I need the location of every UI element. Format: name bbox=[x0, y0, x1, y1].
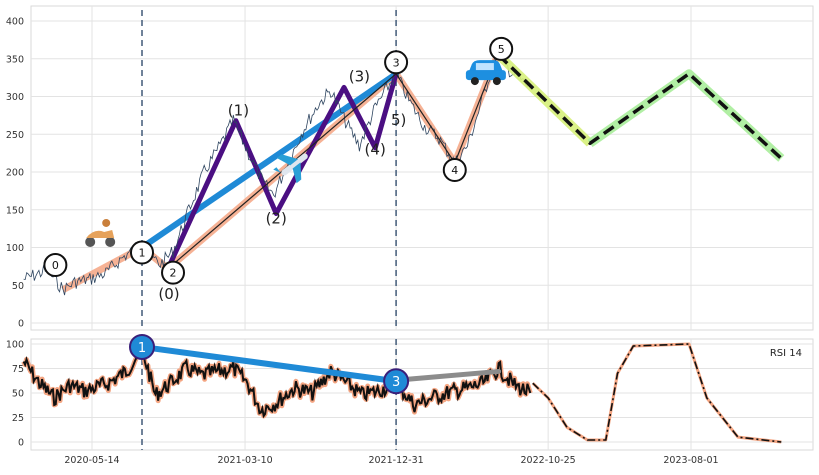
x-tick-label: 2022-10-25 bbox=[521, 455, 576, 466]
scooter-rider bbox=[102, 218, 111, 227]
airplane-tail bbox=[273, 167, 281, 173]
subwave-label: (3) bbox=[349, 67, 370, 85]
wave-label: 2 bbox=[170, 267, 177, 280]
wave-label: 1 bbox=[139, 247, 146, 260]
price-y-tick-label: 200 bbox=[6, 168, 24, 179]
airplane-wings bbox=[276, 154, 302, 184]
price-y-tick-label: 250 bbox=[6, 130, 24, 141]
x-tick-label: 2021-12-31 bbox=[368, 455, 423, 466]
x-tick-label: 2020-05-14 bbox=[64, 455, 119, 466]
subwave-purple bbox=[165, 73, 399, 270]
subwave-label: 5) bbox=[391, 111, 406, 129]
price-y-tick-label: 350 bbox=[6, 54, 24, 65]
car-wheel bbox=[470, 77, 479, 86]
wave-label-circle bbox=[384, 50, 409, 75]
projection-line bbox=[497, 53, 783, 160]
rsi-label-circle bbox=[129, 333, 156, 360]
scooter-wheel bbox=[85, 236, 96, 247]
rsi-projection bbox=[532, 343, 782, 443]
price-y-tick-label: 150 bbox=[6, 205, 24, 216]
rsi-label-circle bbox=[383, 368, 410, 395]
price-y-axis: 0 50 100 150 200 250 300 350 400 bbox=[6, 17, 24, 330]
rsi-label: 1 bbox=[138, 341, 146, 356]
rsi-y-tick-label: 50 bbox=[12, 389, 24, 400]
rsi-marks: 13 bbox=[21, 333, 782, 450]
rsi-y-axis: 0 25 50 75 100 bbox=[6, 340, 24, 449]
car-window bbox=[475, 63, 494, 71]
x-axis: 2020-05-14 2021-03-10 2021-12-31 2022-10-25… bbox=[64, 455, 718, 466]
price-grid bbox=[31, 6, 813, 330]
price-series bbox=[23, 46, 531, 296]
rsi-divergence-gray bbox=[393, 368, 502, 383]
price-y-tick-label: 100 bbox=[6, 243, 24, 254]
subwave-label: (1) bbox=[228, 101, 249, 119]
rsi-y-tick-label: 75 bbox=[12, 364, 24, 375]
price-y-tick-label: 50 bbox=[12, 281, 24, 292]
price-y-tick-label: 300 bbox=[6, 92, 24, 103]
price-marks: 0 1 2 3 4 5 (0) (1) (2) (3) (4) 5) bbox=[23, 10, 785, 330]
rsi-y-tick-label: 25 bbox=[12, 413, 24, 424]
wave-label-circle bbox=[489, 36, 514, 61]
airplane-body bbox=[281, 153, 308, 176]
wave-label-circle bbox=[442, 158, 467, 182]
wave-label: 3 bbox=[393, 56, 400, 69]
rsi-series bbox=[22, 343, 532, 419]
scooter-wheel bbox=[105, 236, 116, 247]
rsi-legend: RSI 14 bbox=[770, 348, 802, 359]
airplane-icon bbox=[273, 153, 308, 184]
subwave-label: (0) bbox=[158, 285, 179, 303]
wave-label: 0 bbox=[52, 259, 59, 272]
price-panel-frame bbox=[30, 5, 814, 331]
price-y-tick-label: 400 bbox=[6, 17, 24, 28]
subwave-label: (4) bbox=[365, 141, 386, 159]
wave-label-circle bbox=[130, 240, 155, 265]
wave-label-circle bbox=[161, 260, 186, 285]
subwave-label: (2) bbox=[266, 209, 287, 227]
wave-label: 5 bbox=[498, 43, 505, 56]
rsi-divergence-blue bbox=[139, 343, 400, 385]
wave-label-circle bbox=[43, 253, 68, 278]
scooter-body bbox=[86, 229, 115, 238]
x-tick-label: 2021-03-10 bbox=[217, 455, 272, 466]
scooter-icon bbox=[85, 218, 116, 247]
rsi-y-tick-label: 0 bbox=[18, 438, 24, 449]
price-y-tick-label: 0 bbox=[18, 319, 24, 330]
wave-label: 4 bbox=[451, 164, 458, 177]
car-icon bbox=[465, 60, 506, 86]
car-wheel bbox=[492, 77, 501, 86]
rsi-label: 3 bbox=[392, 375, 400, 390]
rsi-y-tick-label: 100 bbox=[6, 340, 24, 351]
x-tick-label: 2023-08-01 bbox=[663, 455, 718, 466]
